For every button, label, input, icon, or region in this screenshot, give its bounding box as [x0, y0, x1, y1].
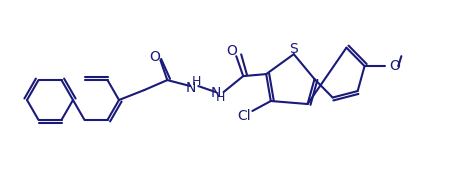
Text: H: H [216, 91, 225, 103]
Text: N: N [186, 81, 197, 95]
Text: O: O [389, 59, 400, 73]
Text: Cl: Cl [238, 109, 251, 123]
Text: S: S [290, 42, 298, 56]
Text: N: N [211, 86, 221, 100]
Text: O: O [149, 50, 160, 64]
Text: H: H [191, 74, 201, 88]
Text: O: O [226, 44, 237, 58]
